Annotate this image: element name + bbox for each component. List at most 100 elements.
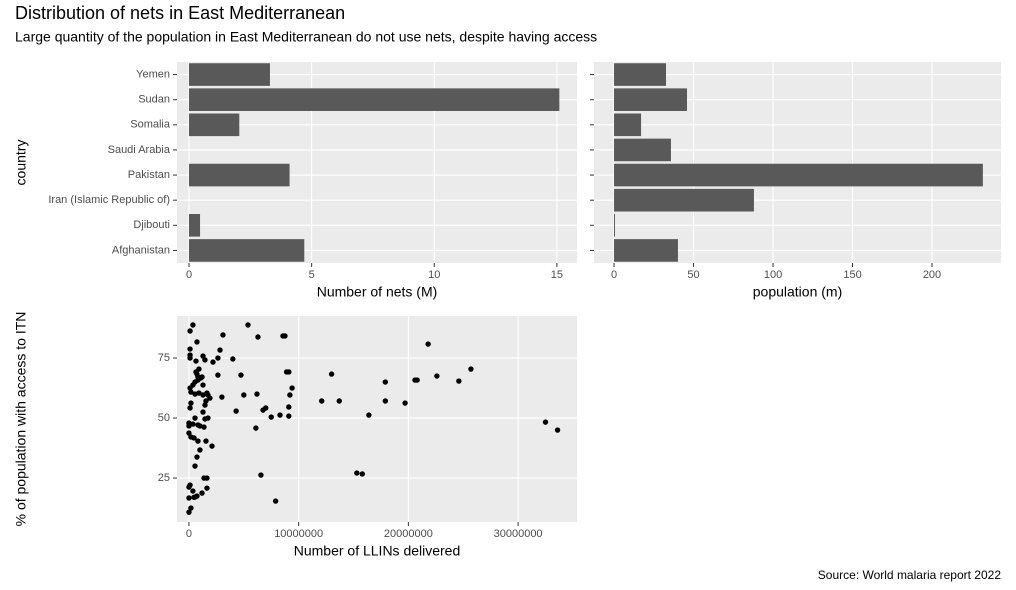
point [258, 472, 264, 478]
bar [614, 188, 754, 212]
point [210, 359, 216, 365]
point [277, 412, 283, 418]
x-tick-label: 50 [687, 269, 699, 281]
bar [614, 214, 615, 237]
caption: Source: World malaria report 2022 [818, 568, 1002, 582]
point [190, 322, 196, 328]
chart-title: Distribution of nets in East Mediterrane… [15, 3, 345, 23]
point [217, 347, 223, 353]
point [192, 415, 198, 421]
x-tick-label: 30000000 [494, 528, 543, 540]
x-tick-label: 150 [843, 269, 861, 281]
point [230, 356, 236, 362]
chart-subtitle: Large quantity of the population in East… [15, 29, 597, 45]
y-tick-label: Sudan [138, 94, 170, 106]
point [245, 322, 251, 328]
point [253, 425, 259, 431]
point [203, 398, 209, 404]
point [238, 372, 244, 378]
point [190, 488, 196, 494]
point [219, 394, 225, 400]
point [203, 438, 209, 444]
x-tick-label: 10 [428, 269, 440, 281]
point [336, 398, 342, 404]
point [204, 485, 210, 491]
x-tick-label: 15 [551, 269, 563, 281]
y-tick-label: Iran (Islamic Republic of) [48, 194, 170, 206]
y-tick-label: Somalia [130, 119, 171, 131]
point [191, 494, 197, 500]
point [289, 385, 295, 391]
bar [614, 88, 688, 111]
x-tick-label: 5 [309, 269, 315, 281]
point [192, 463, 198, 469]
point [201, 424, 207, 430]
x-axis-title: population (m) [753, 284, 843, 300]
point [542, 419, 549, 425]
bar [614, 113, 642, 137]
bar [614, 163, 983, 187]
point [254, 391, 260, 397]
point [197, 423, 203, 429]
y-tick-label: Saudi Arabia [108, 144, 171, 156]
point [196, 366, 202, 372]
y-tick-label: Afghanistan [112, 244, 170, 256]
point [233, 408, 239, 414]
bar [189, 163, 290, 187]
y-tick-label: Yemen [136, 68, 170, 80]
point [195, 438, 201, 444]
x-tick-label: 0 [186, 528, 192, 540]
y-axis-title: country [13, 140, 29, 186]
point [209, 443, 215, 449]
plot-background [177, 316, 577, 522]
bar [189, 63, 270, 86]
point [187, 355, 193, 361]
bar [189, 88, 560, 111]
point [215, 355, 221, 361]
point [205, 392, 211, 398]
point [201, 475, 207, 481]
bar [189, 113, 240, 137]
point [188, 400, 194, 406]
x-tick-label: 200 [923, 269, 941, 281]
bar [614, 63, 667, 86]
point [188, 505, 194, 511]
point [268, 414, 274, 420]
point [194, 339, 200, 345]
point [205, 415, 211, 421]
y-tick-label: Pakistan [128, 169, 170, 181]
point [186, 420, 192, 426]
point [282, 333, 288, 339]
bar [189, 214, 201, 237]
x-tick-label: 10000000 [274, 528, 323, 540]
x-tick-label: 20000000 [384, 528, 433, 540]
point [425, 341, 431, 347]
point [193, 358, 199, 364]
point [241, 392, 247, 398]
point [187, 405, 193, 411]
point [468, 366, 474, 372]
point [287, 392, 293, 398]
y-tick-label: 50 [158, 412, 170, 424]
point [402, 400, 408, 406]
point [197, 447, 203, 453]
point [186, 495, 192, 501]
point [192, 391, 198, 397]
y-tick-label: 75 [158, 352, 170, 364]
point [200, 409, 206, 415]
point [188, 434, 194, 440]
point [188, 389, 194, 395]
point [186, 509, 192, 515]
point [200, 392, 206, 398]
point [200, 382, 206, 388]
point [359, 471, 365, 477]
point [195, 374, 201, 380]
point [382, 398, 389, 404]
point [286, 404, 292, 410]
x-tick-label: 0 [611, 269, 617, 281]
bar [189, 239, 305, 262]
x-axis-title: Number of LLINs delivered [294, 543, 461, 559]
point [260, 407, 266, 413]
x-tick-label: 100 [764, 269, 782, 281]
